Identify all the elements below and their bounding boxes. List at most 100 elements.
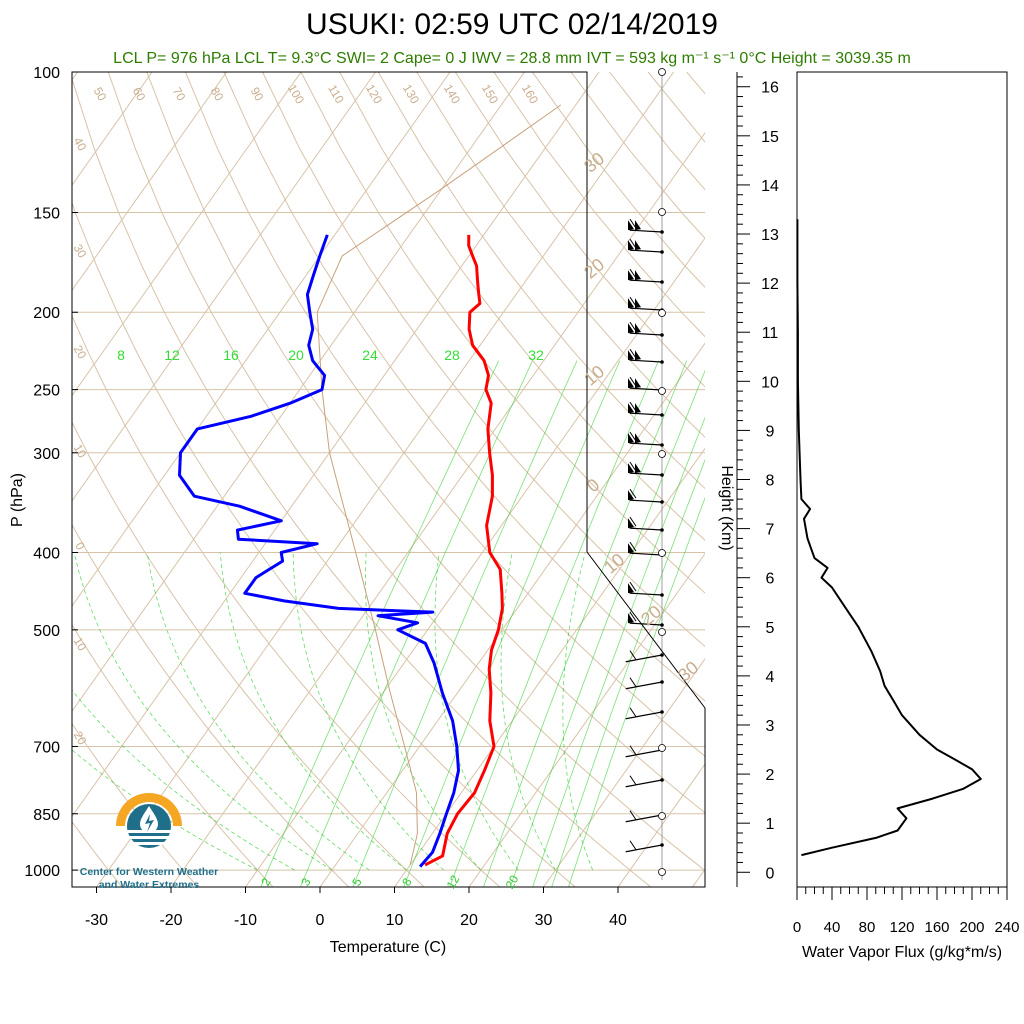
mixing-ratio-label: 12: [444, 872, 463, 891]
calm-marker: [658, 812, 666, 820]
wind-barb: [628, 218, 664, 234]
barb-feather: [629, 488, 637, 499]
barb-flag: [628, 490, 634, 501]
barb-staff: [629, 592, 663, 596]
barb-dot: [660, 500, 664, 504]
isotherm-label: 20: [71, 343, 90, 362]
y-tick-label: 100: [33, 65, 60, 82]
isotherm-line: [394, 447, 705, 887]
wind-barb: [628, 268, 664, 284]
adiabat-label: 110: [325, 82, 347, 106]
mixing-ratio-label: 8: [117, 347, 125, 363]
calm-marker: [658, 387, 666, 395]
calm-marker: [658, 68, 666, 76]
barb-flag: [628, 220, 634, 231]
barb-flag: [635, 220, 641, 231]
dry-adiabat-line: [72, 523, 349, 887]
adiabat-label: 60: [130, 85, 149, 104]
isotherm-label: 10: [71, 635, 90, 654]
calm-marker: [658, 309, 666, 317]
mixing-ratio-label: 28: [444, 347, 460, 363]
barb-flag: [628, 378, 634, 389]
y-tick-label: 400: [33, 545, 60, 562]
wind-barb: [628, 321, 664, 337]
isotherm-line: [72, 72, 302, 397]
barb-staff: [629, 359, 663, 363]
barb-staff: [625, 681, 663, 690]
barb-staff: [625, 844, 663, 853]
y-tick-label: 1000: [24, 863, 60, 880]
barb-dot: [660, 443, 664, 447]
barb-flag: [635, 323, 641, 334]
dry-adiabat-line: [72, 314, 501, 887]
calm-marker: [658, 868, 666, 876]
barb-dot: [660, 623, 664, 627]
wind-barb: [628, 348, 664, 364]
dry-adiabat-line: [300, 72, 705, 594]
barb-feather: [629, 745, 637, 756]
barb-flag: [635, 298, 641, 309]
barb-staff: [625, 711, 663, 720]
barb-feather: [629, 677, 637, 688]
moist-adiabat-line: [500, 552, 556, 871]
y-axis-label: P (hPa): [9, 473, 26, 527]
mixing-ratio-line: [300, 360, 533, 887]
barb-staff: [629, 229, 663, 233]
isotherm-label: 0: [72, 540, 88, 553]
barb-feather: [629, 650, 637, 661]
adiabat-label: 80: [208, 85, 227, 104]
mixing-ratio-line: [532, 416, 705, 887]
parcel-path: [316, 104, 562, 866]
barb-flag: [628, 298, 634, 309]
barb-feather: [629, 348, 637, 359]
x-axis-label: Temperature (C): [330, 939, 446, 956]
calm-marker: [658, 744, 666, 752]
mixing-ratio-line: [509, 369, 705, 887]
barb-flag: [628, 543, 634, 554]
wind-barb: [625, 677, 664, 690]
barb-dot: [660, 710, 664, 714]
dry-adiabat-line: [107, 72, 705, 872]
wind-barb: [628, 488, 664, 504]
dry-adiabat-line: [416, 72, 705, 438]
isotherm-label: 40: [71, 135, 90, 154]
calm-marker: [658, 549, 666, 557]
dry-adiabat-line: [686, 72, 705, 95]
barb-feather: [629, 541, 637, 552]
mixing-ratio-line: [568, 496, 705, 887]
isotherm-edge-label: 30: [674, 657, 702, 685]
barb-staff: [629, 307, 663, 311]
barb-dot: [660, 250, 664, 254]
isotherm-edge-label: 20: [580, 254, 608, 282]
adiabat-label: 50: [91, 85, 110, 104]
wind-barb: [625, 840, 664, 853]
wind-barb: [625, 810, 664, 823]
barb-dot: [660, 680, 664, 684]
adiabat-label: 160: [519, 82, 541, 107]
x-tick-label: 20: [460, 912, 478, 929]
isotherm-line: [543, 658, 705, 887]
y-tick-label: 500: [33, 623, 60, 640]
wind-barb: [628, 516, 664, 532]
barb-feather: [629, 238, 637, 249]
barb-dot: [660, 473, 664, 477]
barb-flag: [628, 350, 634, 361]
barb-dot: [660, 778, 664, 782]
moist-adiabat-line: [72, 689, 295, 871]
x-tick-label: -20: [159, 912, 182, 929]
dry-adiabat-line: [184, 72, 705, 757]
barb-feather: [629, 218, 637, 229]
isotherm-line: [72, 72, 451, 607]
barb-flag: [635, 350, 641, 361]
barb-flag: [635, 463, 641, 474]
barb-dot: [660, 360, 664, 364]
barb-flag: [628, 240, 634, 251]
y-tick-label: 700: [33, 739, 60, 756]
barb-flag: [628, 323, 634, 334]
logo-icon: [116, 793, 182, 848]
dewpoint-line: [178, 234, 460, 868]
logo-caption-line2: and Water Extremes: [98, 879, 200, 891]
barb-dot: [660, 230, 664, 234]
barb-staff: [629, 387, 663, 391]
